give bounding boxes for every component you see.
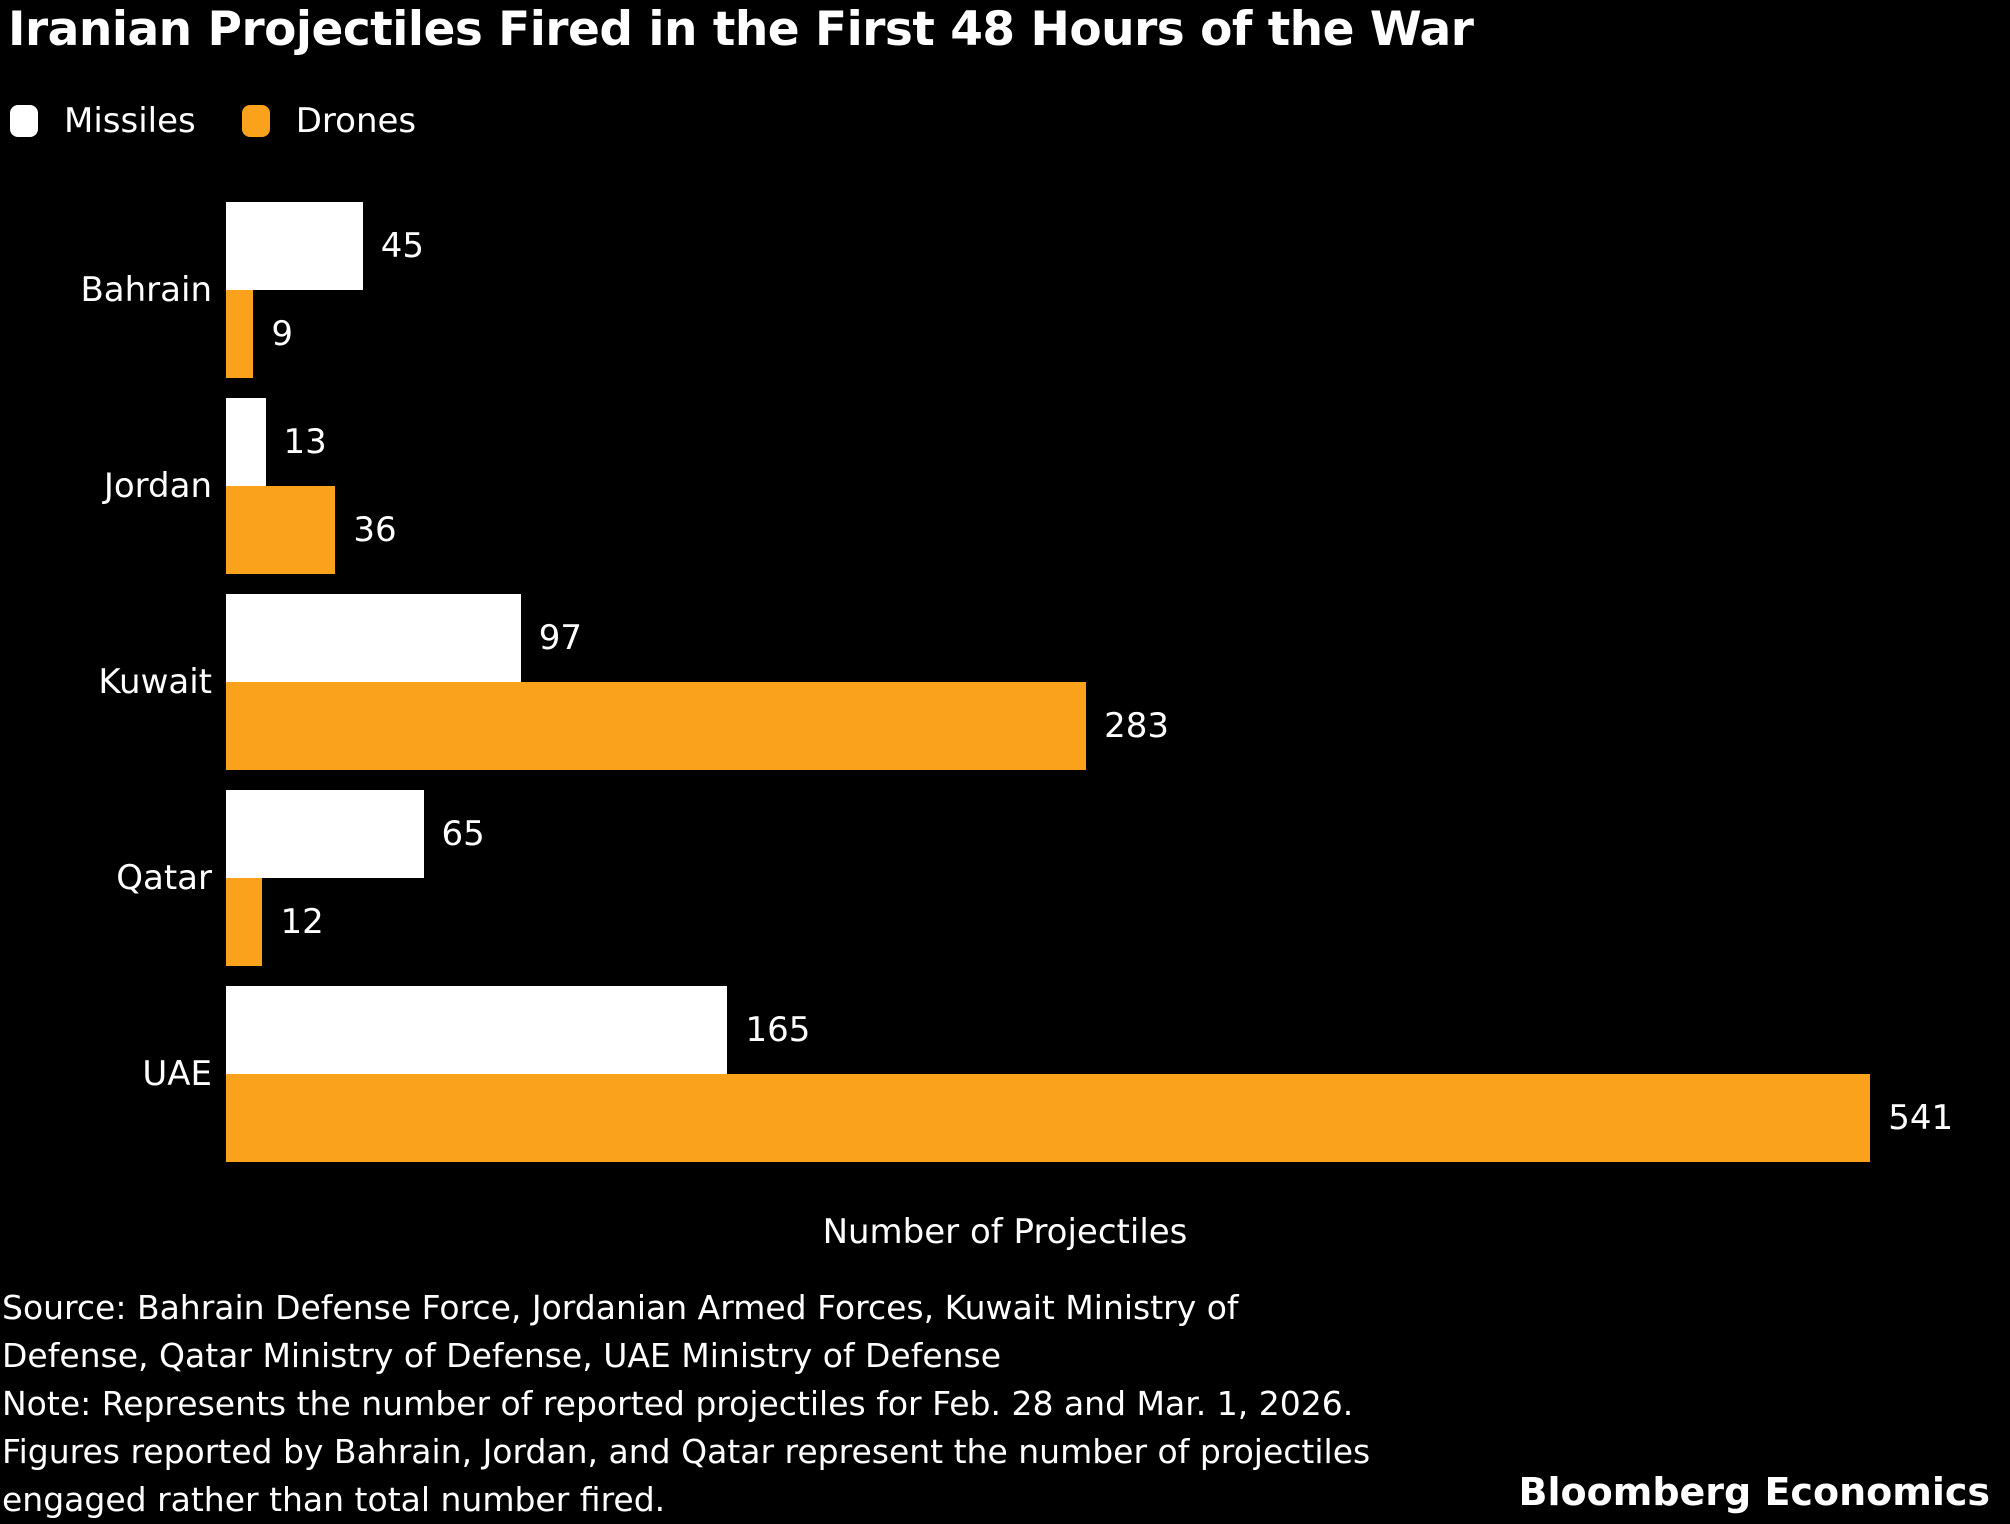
category-label: Kuwait [98, 662, 212, 702]
drones-bar [226, 1074, 1871, 1162]
bars: 13 36 [226, 398, 2010, 574]
branding: Bloomberg Economics [1518, 1470, 1990, 1514]
value-label: 283 [1104, 706, 1169, 746]
drones-bar [226, 486, 336, 574]
drones-bar-row: 36 [226, 486, 2010, 574]
bars: 97 283 [226, 594, 2010, 770]
drones-bar-row: 283 [226, 682, 2010, 770]
value-label: 13 [283, 422, 327, 462]
legend-label: Missiles [64, 101, 196, 141]
missiles-bar-row: 65 [226, 790, 2010, 878]
footnote-line-3: Note: Represents the number of reported … [2, 1384, 1354, 1423]
missiles-bar-row: 165 [226, 986, 2010, 1074]
value-label: 97 [538, 618, 583, 658]
footnote-line-1: Source: Bahrain Defense Force, Jordanian… [2, 1288, 1239, 1327]
category-label: Qatar [116, 858, 212, 898]
legend-item-drones: Drones [241, 101, 417, 141]
category-label: UAE [142, 1054, 212, 1094]
missiles-bar-row: 45 [226, 202, 2010, 290]
missiles-bar [226, 398, 266, 486]
drones-bar [226, 290, 254, 378]
missiles-bar [226, 594, 521, 682]
bars: 45 9 [226, 202, 2010, 378]
missiles-bar-row: 97 [226, 594, 2010, 682]
legend-label: Drones [295, 101, 417, 141]
footnote-line-4: Figures reported by Bahrain, Jordan, and… [2, 1432, 1371, 1471]
missiles-bar [226, 790, 424, 878]
drones-bar-row: 12 [226, 878, 2010, 966]
value-label: 65 [441, 814, 485, 854]
bar-group-kuwait: Kuwait 97 283 [0, 594, 2010, 770]
value-label: 165 [745, 1010, 811, 1050]
value-label: 12 [280, 902, 324, 942]
bar-group-qatar: Qatar 65 12 [0, 790, 2010, 966]
drones-bar [226, 878, 263, 966]
missiles-bar-row: 13 [226, 398, 2010, 486]
legend-swatch-icon [10, 105, 38, 137]
chart-title: Iranian Projectiles Fired in the First 4… [8, 2, 1474, 57]
drones-bar-row: 541 [226, 1074, 2010, 1162]
footnote-line-5: engaged rather than total number fired. [2, 1480, 666, 1519]
missiles-bar [226, 986, 728, 1074]
category-label: Bahrain [80, 270, 212, 310]
bar-group-bahrain: Bahrain 45 9 [0, 202, 2010, 378]
value-label: 45 [380, 226, 425, 266]
legend-swatch-icon [241, 105, 270, 137]
drones-bar [226, 682, 1087, 770]
legend-item-missiles: Missiles [10, 104, 196, 138]
legend: Missiles Drones [10, 104, 416, 138]
bars: 165 541 [226, 986, 2010, 1162]
bar-group-uae: UAE 165 541 [0, 986, 2010, 1162]
value-label: 541 [1888, 1098, 1954, 1138]
footnotes: Source: Bahrain Defense Force, Jordanian… [2, 1284, 1370, 1524]
footnote-line-2: Defense, Qatar Ministry of Defense, UAE … [2, 1336, 1002, 1375]
x-axis-label: Number of Projectiles [822, 1212, 1188, 1252]
bars: 65 12 [226, 790, 2010, 966]
category-label: Jordan [103, 466, 212, 506]
value-label: 36 [353, 510, 397, 550]
plot-area: Bahrain 45 9 Jordan 13 36 Kuwait 97 283 Qatar 65 12… [0, 202, 2010, 1162]
missiles-bar [226, 202, 363, 290]
value-label: 9 [271, 314, 293, 354]
bar-group-jordan: Jordan 13 36 [0, 398, 2010, 574]
drones-bar-row: 9 [226, 290, 2010, 378]
